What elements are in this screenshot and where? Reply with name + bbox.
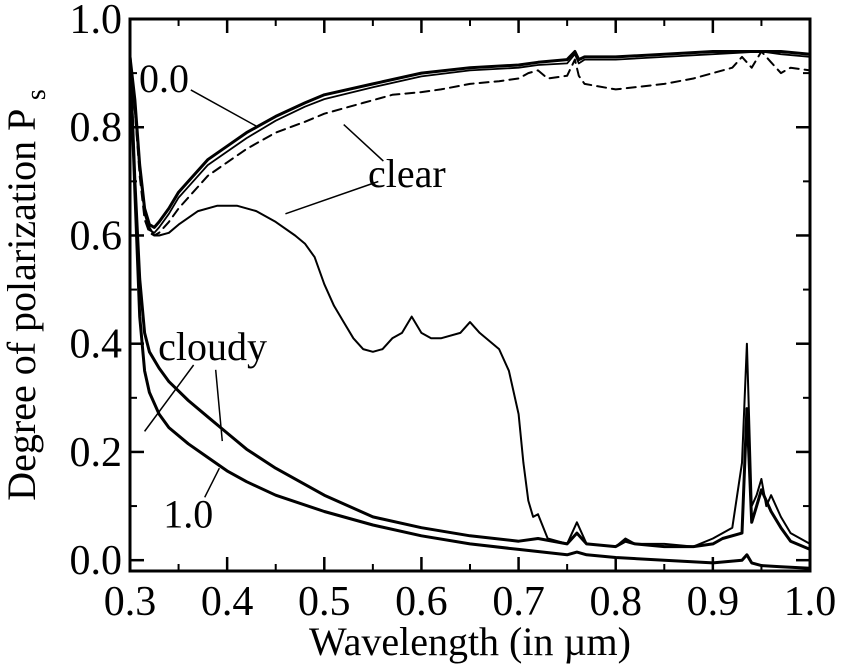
- annotation-label: cloudy: [158, 324, 267, 369]
- x-tick-label: 0.9: [687, 579, 740, 625]
- annotation-leader-line: [214, 369, 224, 442]
- x-tick-label: 0.8: [589, 579, 642, 625]
- series-line-5: [128, 55, 812, 551]
- series-line-1: [128, 50, 812, 229]
- y-tick-label: 1.0: [70, 0, 123, 43]
- y-axis-label-main: Degree of polarization P: [0, 110, 44, 501]
- y-axis-label: Degree of polarization P s: [0, 89, 52, 501]
- x-tick-label: 0.5: [298, 579, 351, 625]
- x-tick-label: 0.3: [104, 579, 157, 625]
- annotation-label: 1.0: [163, 492, 213, 537]
- x-axis-label: Wavelength (in µm): [309, 619, 631, 664]
- annotation-leader-line: [285, 180, 379, 215]
- y-tick-label: 0.8: [70, 105, 123, 151]
- annotation-leader-line: [204, 467, 221, 498]
- x-tick-label: 1.0: [784, 579, 837, 625]
- series-line-3: [129, 50, 811, 237]
- y-tick-label: 0.2: [70, 430, 123, 476]
- x-tick-label: 0.7: [492, 579, 545, 625]
- series-layer: [128, 50, 812, 570]
- annotation-label: 0.0: [139, 56, 189, 101]
- annotation-leader-line: [143, 364, 195, 432]
- y-axis-label-subscript: s: [21, 89, 52, 100]
- axis-ticks: [128, 17, 812, 571]
- y-tick-label: 0.6: [70, 213, 123, 259]
- annotation-leader-line: [343, 123, 384, 162]
- series-line-2: [129, 50, 811, 234]
- x-tick-label: 0.6: [395, 579, 448, 625]
- y-tick-label: 0.0: [70, 538, 123, 584]
- series-line-4: [129, 55, 811, 548]
- annotation-leader-line: [190, 89, 259, 128]
- y-tick-label: 0.4: [70, 322, 123, 368]
- series-line-6: [128, 55, 812, 570]
- plot-frame: [128, 17, 812, 573]
- x-tick-label: 0.4: [201, 579, 254, 625]
- axis-tick-labels: 0.3 0.4 0.5 0.6 0.7 0.8 0.9 1.0 0.0 0.2 0.4 0.6 0.8 1…: [70, 0, 837, 625]
